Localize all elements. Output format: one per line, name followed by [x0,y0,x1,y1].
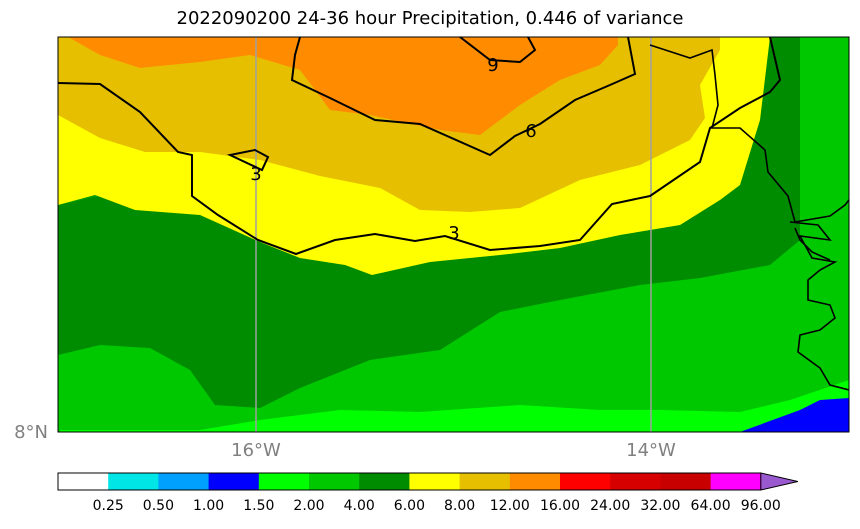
colorbar-swatch [359,473,410,490]
contour-9 [459,37,537,64]
colorbar-swatch [560,473,611,490]
colorbar-tick-label: 12.00 [489,498,530,514]
coastline [649,44,849,391]
colorbar-swatch [509,473,561,490]
colorbar-tick-label: 0.50 [142,498,174,514]
colorbar-extend-arrow [760,472,798,491]
colorbar-swatch [309,473,360,490]
colorbar-swatch [459,473,511,490]
colorbar-tick-label: 1.50 [243,498,275,514]
colorbar-tick-label: 1.00 [193,498,225,514]
colorbar-tick-label: 24.00 [590,498,631,514]
lon-label-14w: 14°W [626,440,676,461]
colorbar [57,472,798,491]
precip-fill-layer [58,37,849,432]
colorbar-tick-label: 6.00 [393,498,425,514]
colorbar-swatch [108,473,159,490]
colorbar-swatch [710,473,762,490]
colorbar-frame [57,472,761,491]
colorbar-tick-label: 2.00 [293,498,325,514]
colorbar-swatch [58,473,109,490]
colorbar-tick-label: 64.00 [690,498,731,514]
map-title: 2022090200 24-36 hour Precipitation, 0.4… [176,8,684,29]
fill-12-16 [68,37,618,135]
colorbar-swatch [208,473,260,490]
colorbar-tick-label: 0.25 [92,498,124,514]
colorbar-tick-label: 8.00 [444,498,476,514]
colorbar-swatch [158,473,210,490]
contour-label-3a: 3 [250,164,261,185]
lon-label-16w: 16°W [231,440,281,461]
contour-label-3b: 3 [448,223,459,244]
colorbar-tick-label: 32.00 [640,498,681,514]
colorbar-swatch [409,473,461,490]
contour-label-6: 6 [525,121,536,142]
colorbar-tick-label: 4.00 [343,498,375,514]
colorbar-swatch [258,473,310,490]
colorbar-tick-label: 16.00 [539,498,581,514]
contour-label-9: 9 [487,55,498,76]
colorbar-swatch [610,473,661,490]
plot-frame [57,36,850,433]
contour-3-small [226,148,270,172]
contour-6 [290,37,637,157]
fill-1-1.5 [740,398,849,432]
colorbar-tick-label: 96.00 [740,498,781,514]
colorbar-swatch [660,473,712,490]
contour-3 [58,37,782,256]
lat-label-8n: 8°N [14,422,48,443]
